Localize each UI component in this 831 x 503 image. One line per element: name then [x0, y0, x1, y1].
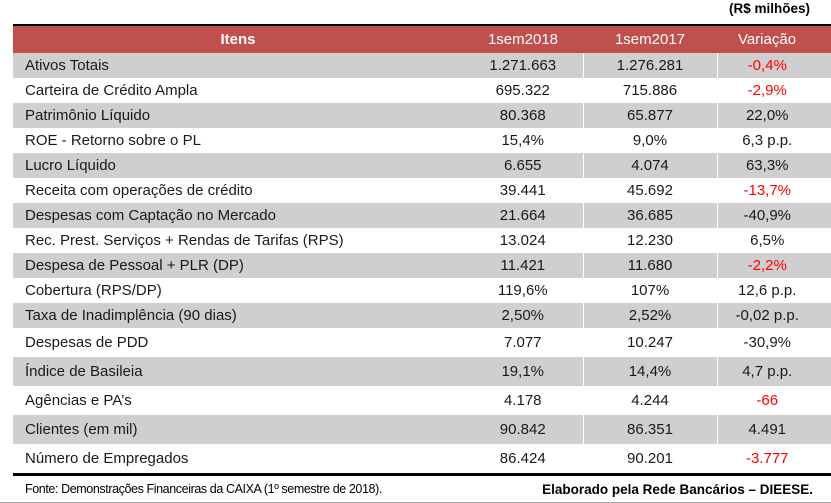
value-variacao: -40,9%: [743, 207, 792, 224]
value-variacao: 12,6 p.p.: [738, 282, 797, 299]
row-label: Taxa de Inadimplência (90 dias): [25, 307, 237, 324]
value-1sem2018: 80.368: [463, 103, 584, 128]
value-variacao: -3.777: [745, 450, 789, 467]
value-1sem2017: 2,52%: [583, 303, 718, 328]
table-row: Ativos Totais 1.271.663 1.276.281 -0,4%: [13, 53, 831, 78]
table-header-row: Itens 1sem2018 1sem2017 Variação: [13, 26, 831, 53]
table-row: Lucro Líquido 6.655 4.074 63,3%: [13, 153, 831, 178]
row-label: Patrimônio Líquido: [25, 107, 151, 124]
column-header-1sem2018: 1sem2018: [487, 31, 559, 48]
row-label: Despesas com Captação no Mercado: [25, 207, 276, 224]
row-label: Receita com operações de crédito: [25, 182, 253, 199]
value-1sem2017: 36.685: [583, 203, 718, 228]
row-label: Lucro Líquido: [25, 157, 116, 174]
value-1sem2018: 90.842: [463, 415, 584, 444]
row-label: Despesa de Pessoal + PLR (DP): [25, 257, 244, 274]
value-1sem2017: 715.886: [583, 78, 718, 103]
value-variacao: 4.491: [748, 421, 787, 438]
value-1sem2017: 4.244: [583, 386, 718, 415]
value-variacao: -2,9%: [747, 82, 787, 99]
value-variacao: 6,3 p.p.: [742, 132, 793, 149]
table-row: Clientes (em mil) 90.842 86.351 4.491: [13, 415, 831, 444]
value-1sem2018: 6.655: [463, 153, 584, 178]
value-1sem2017: 9,0%: [583, 128, 718, 153]
value-1sem2017: 4.074: [583, 153, 718, 178]
table-row: Despesas com Captação no Mercado 21.664 …: [13, 203, 831, 228]
value-variacao: 63,3%: [745, 157, 789, 174]
table-row: Patrimônio Líquido 80.368 65.877 22,0%: [13, 103, 831, 128]
column-header-variacao: Variação: [737, 31, 797, 48]
value-variacao: 22,0%: [745, 107, 789, 124]
table-row: Rec. Prest. Serviços + Rendas de Tarifas…: [13, 228, 831, 253]
value-1sem2018: 11.421: [463, 253, 584, 278]
value-1sem2018: 15,4%: [463, 128, 584, 153]
value-1sem2017: 45.692: [583, 178, 718, 203]
column-header-itens: Itens: [220, 31, 256, 48]
value-1sem2017: 107%: [583, 278, 718, 303]
value-1sem2018: 86.424: [463, 444, 584, 473]
financial-results-table: Itens 1sem2018 1sem2017 Variação Ativos …: [13, 24, 831, 476]
source-note: Fonte: Demonstrações Financeiras da CAIX…: [25, 482, 382, 496]
value-1sem2018: 2,50%: [463, 303, 584, 328]
value-1sem2018: 7.077: [463, 328, 584, 357]
row-label: Carteira de Crédito Ampla: [25, 82, 198, 99]
value-1sem2017: 14,4%: [583, 357, 718, 386]
credit-note: Elaborado pela Rede Bancários – DIEESE.: [542, 481, 813, 497]
row-label: Rec. Prest. Serviços + Rendas de Tarifas…: [25, 232, 344, 249]
row-label: Ativos Totais: [25, 57, 109, 74]
table-row: Índice de Basileia 19,1% 14,4% 4,7 p.p.: [13, 357, 831, 386]
value-1sem2018: 19,1%: [463, 357, 584, 386]
value-variacao: 4,7 p.p.: [742, 363, 793, 380]
value-1sem2017: 11.680: [583, 253, 718, 278]
value-1sem2017: 1.276.281: [583, 53, 718, 78]
table-row: Carteira de Crédito Ampla 695.322 715.88…: [13, 78, 831, 103]
row-label: ROE - Retorno sobre o PL: [25, 132, 201, 149]
row-label: Agências e PA’s: [25, 392, 132, 409]
value-variacao: -30,9%: [743, 334, 792, 351]
value-1sem2017: 65.877: [583, 103, 718, 128]
value-variacao: 6,5%: [750, 232, 785, 249]
value-1sem2017: 86.351: [583, 415, 718, 444]
value-1sem2018: 4.178: [463, 386, 584, 415]
value-1sem2018: 21.664: [463, 203, 584, 228]
value-1sem2017: 12.230: [583, 228, 718, 253]
row-label: Número de Empregados: [25, 450, 189, 467]
value-1sem2018: 39.441: [463, 178, 584, 203]
value-1sem2017: 90.201: [583, 444, 718, 473]
value-variacao: -0,02 p.p.: [735, 307, 799, 324]
table-footer: Fonte: Demonstrações Financeiras da CAIX…: [13, 478, 831, 500]
value-1sem2018: 1.271.663: [463, 53, 584, 78]
column-header-1sem2017: 1sem2017: [614, 31, 686, 48]
value-variacao: -2,2%: [747, 257, 787, 274]
value-1sem2017: 10.247: [583, 328, 718, 357]
table-row: Agências e PA’s 4.178 4.244 -66: [13, 386, 831, 415]
table-row: Receita com operações de crédito 39.441 …: [13, 178, 831, 203]
value-1sem2018: 119,6%: [463, 278, 584, 303]
row-label: Cobertura (RPS/DP): [25, 282, 162, 299]
table-row: Número de Empregados 86.424 90.201 -3.77…: [13, 444, 831, 473]
value-variacao: -13,7%: [743, 182, 792, 199]
value-1sem2018: 695.322: [463, 78, 584, 103]
row-label: Clientes (em mil): [25, 421, 138, 438]
table-row: Despesa de Pessoal + PLR (DP) 11.421 11.…: [13, 253, 831, 278]
value-1sem2018: 13.024: [463, 228, 584, 253]
value-variacao: -66: [756, 392, 779, 409]
table-row: Taxa de Inadimplência (90 dias) 2,50% 2,…: [13, 303, 831, 328]
row-label: Índice de Basileia: [25, 363, 143, 380]
value-variacao: -0,4%: [747, 57, 787, 74]
currency-unit-label: (R$ milhões): [728, 1, 810, 16]
table-row: Despesas de PDD 7.077 10.247 -30,9%: [13, 328, 831, 357]
table-row: ROE - Retorno sobre o PL 15,4% 9,0% 6,3 …: [13, 128, 831, 153]
table-row: Cobertura (RPS/DP) 119,6% 107% 12,6 p.p.: [13, 278, 831, 303]
row-label: Despesas de PDD: [25, 334, 149, 351]
